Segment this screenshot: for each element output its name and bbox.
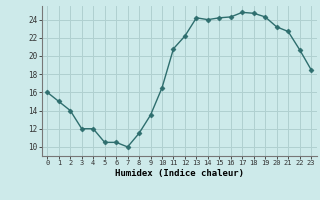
X-axis label: Humidex (Indice chaleur): Humidex (Indice chaleur) [115,169,244,178]
